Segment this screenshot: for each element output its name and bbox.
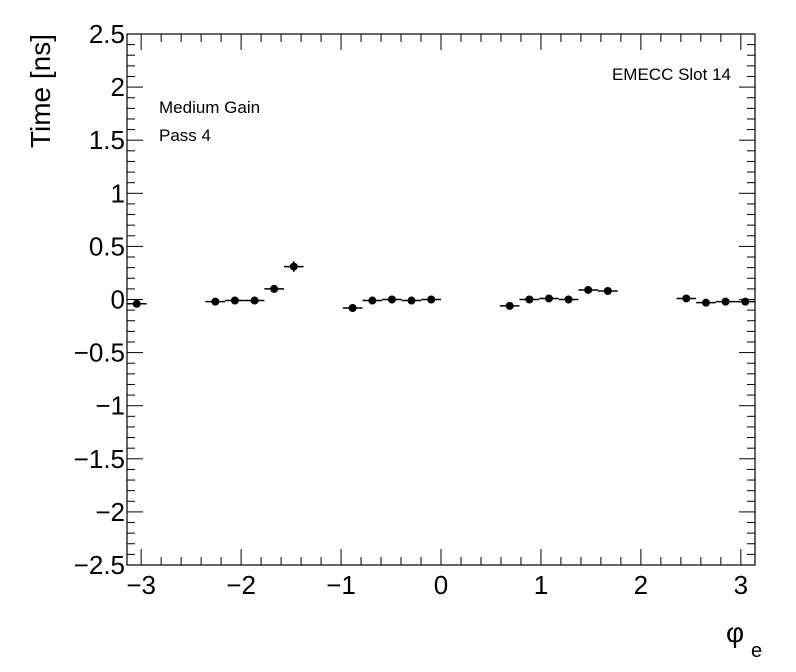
x-axis-title-sub: e [751,640,762,662]
point-marker [211,297,220,306]
data-point [382,295,402,304]
point-marker [741,297,750,306]
x-tick-label: 2 [634,570,648,600]
data-point [715,297,736,306]
point-marker [348,303,357,312]
data-point [558,295,579,304]
point-marker [368,296,377,305]
point-marker [270,284,279,293]
data-point [676,294,697,303]
point-marker [427,295,436,304]
y-tick-label: 2 [111,72,125,102]
data-point [264,284,284,293]
point-marker [505,301,514,310]
data-point [421,295,442,304]
point-marker [525,295,534,304]
annotation-slot: EMECC Slot 14 [612,65,731,84]
y-tick-label: −1.5 [74,444,125,474]
data-point [735,297,756,306]
x-tick-label: −3 [126,570,156,600]
annotation-gain: Medium Gain [159,98,260,117]
y-tick-label: −2 [95,497,125,527]
x-tick-label: −1 [326,570,356,600]
data-point [205,297,226,306]
x-tick-label: 1 [534,570,548,600]
data-point [578,285,599,294]
point-marker [250,296,259,305]
point-marker [544,294,553,303]
point-marker [721,297,730,306]
point-marker [701,298,710,307]
point-marker [289,262,298,271]
y-tick-label: −0.5 [74,338,125,368]
data-point [539,294,559,303]
point-marker [584,285,593,294]
data-point [499,301,520,310]
point-marker [387,295,396,304]
plot-frame [126,33,756,566]
tick-labels: −3 −2 −1 0 1 2 3 −2.5 −2 −1.5 −1 −0.5 0 0.5 1 1.5 2 2.5 [74,19,748,600]
y-tick-label: 0 [111,285,125,315]
axis-ticks [127,33,755,566]
x-tick-label: −2 [226,570,256,600]
x-axis-title-main: φ [726,617,744,648]
data-point [126,299,147,308]
data-point [342,303,363,312]
point-marker [230,296,239,305]
point-marker [682,294,691,303]
data-point [283,261,304,272]
data-point [225,296,245,305]
x-axis-title: φ e [726,617,762,662]
data-point [519,295,540,304]
y-tick-label: 0.5 [89,231,125,261]
point-marker [132,299,141,308]
y-tick-label: 1 [111,178,125,208]
data-point [696,298,716,307]
x-tick-label: 3 [734,570,748,600]
y-tick-label: −2.5 [74,550,125,580]
x-tick-label: 0 [434,570,448,600]
data-point [244,296,265,305]
point-marker [407,296,416,305]
y-tick-label: 1.5 [89,125,125,155]
y-axis-title: Time [ns] [25,34,56,148]
data-points [126,261,756,312]
y-tick-label: −1 [95,391,125,421]
annotation-pass: Pass 4 [159,126,211,145]
point-marker [603,287,612,296]
data-point [362,296,383,305]
point-marker [564,295,573,304]
y-tick-label: 2.5 [89,19,125,49]
data-point [598,287,618,296]
data-point [401,296,422,305]
